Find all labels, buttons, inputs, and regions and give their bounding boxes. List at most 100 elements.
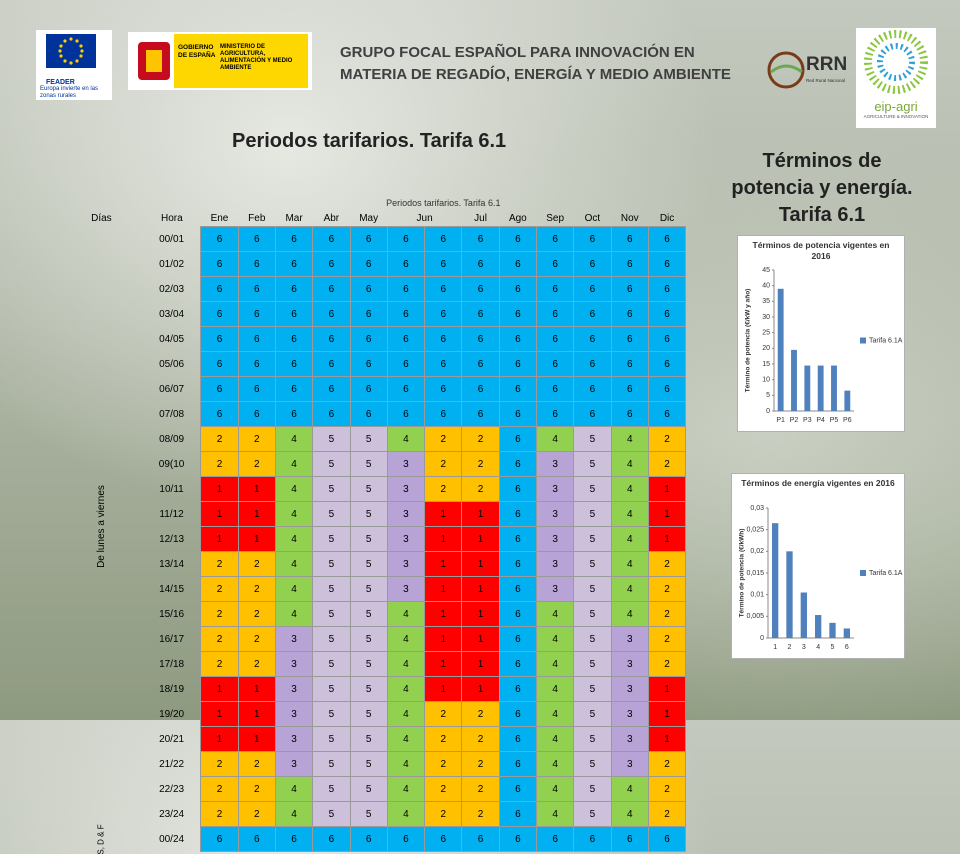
period-cell: 5: [573, 701, 612, 727]
period-cell: 5: [573, 501, 612, 527]
period-cell: 5: [573, 801, 612, 827]
hour-cell: 02/03: [159, 283, 185, 295]
period-cell: 4: [535, 626, 575, 652]
y-tick-label: 20: [762, 345, 770, 352]
period-cell: 4: [535, 651, 575, 677]
period-cell: 5: [312, 726, 351, 752]
period-cell: 4: [386, 676, 426, 702]
period-cell: 6: [498, 701, 538, 727]
period-cell: 6: [424, 251, 463, 277]
period-cell: 2: [424, 801, 463, 827]
period-cell: 6: [610, 351, 649, 377]
period-cell: 5: [349, 551, 388, 577]
period-cell: 2: [200, 426, 239, 452]
period-cell: 6: [349, 401, 388, 427]
hour-cell: 08/09: [159, 433, 185, 445]
table-row: 22/23 2 2 4 5 5 4 2 2 6 4 5 4 2: [60, 776, 687, 802]
period-cell: 4: [610, 451, 649, 477]
x-tick-label: P1: [776, 417, 785, 424]
period-cell: 2: [424, 476, 463, 502]
period-cell: 6: [573, 251, 612, 277]
period-cell: 6: [461, 301, 500, 327]
period-cell: 6: [424, 301, 463, 327]
period-cell: 4: [535, 776, 575, 802]
period-cell: 6: [498, 601, 538, 627]
period-cell: 4: [386, 601, 426, 627]
period-cell: 1: [200, 701, 239, 727]
period-cell: 5: [312, 776, 351, 802]
period-cell: 6: [498, 576, 538, 602]
table-row: 15/16 2 2 4 5 5 4 1 1 6 4 5 4 2: [60, 601, 687, 627]
period-cell: 4: [610, 526, 649, 552]
chart-box: Términos de potencia vigentes en 2016 Tér…: [737, 235, 905, 432]
period-cell: 3: [610, 651, 649, 677]
legend-swatch: [860, 337, 866, 344]
period-cell: 2: [424, 726, 463, 752]
weekend-cell: S, D & F: [60, 824, 143, 854]
y-tick-label: 0: [760, 635, 764, 642]
period-cell: 6: [573, 301, 612, 327]
period-cell: 5: [312, 626, 351, 652]
period-cell: 5: [312, 476, 351, 502]
y-tick-label: 0,03: [750, 505, 764, 512]
period-cell: 2: [424, 701, 463, 727]
period-cell: 2: [647, 576, 687, 602]
period-cell: 5: [349, 626, 388, 652]
period-cell: 6: [461, 251, 500, 277]
period-cell: 6: [498, 501, 538, 527]
y-tick-label: 15: [762, 361, 770, 368]
period-cell: 6: [573, 276, 612, 302]
period-cell: 2: [461, 451, 500, 477]
gobierno-text: GOBIERNO DE ESPAÑA: [178, 44, 216, 59]
period-cell: 3: [535, 451, 575, 477]
weekday-cell: De lunes a viernes: [60, 227, 143, 827]
period-cell: 6: [647, 401, 687, 427]
y-tick-label: 5: [766, 392, 770, 399]
period-cell: 6: [386, 826, 426, 852]
period-cell: 5: [573, 751, 612, 777]
period-cell: 2: [200, 576, 239, 602]
month-label: Oct: [584, 212, 601, 224]
period-cell: 4: [610, 476, 649, 502]
period-cell: 6: [461, 826, 500, 852]
period-cell: 6: [312, 301, 351, 327]
period-cell: 6: [498, 326, 538, 352]
period-cell: 6: [610, 401, 649, 427]
rrn-sub: Red Rural Nacional: [806, 78, 846, 83]
y-axis-label: Término de potencia (€/kW y año): [745, 289, 752, 393]
period-cell: 6: [386, 226, 426, 252]
period-cell: 4: [274, 601, 314, 627]
period-cell: 6: [573, 226, 612, 252]
y-tick-label: 25: [762, 330, 770, 337]
period-cell: 2: [237, 451, 276, 477]
table-row: 04/05 6 6 6 6 6 6 6 6 6 6 6 6 6: [60, 326, 687, 352]
period-cell: 6: [424, 226, 463, 252]
period-cell: 1: [647, 476, 687, 502]
period-cell: 4: [386, 701, 426, 727]
period-cell: 5: [349, 726, 388, 752]
period-cell: 6: [535, 401, 575, 427]
period-cell: 6: [424, 351, 463, 377]
period-cell: 6: [498, 451, 538, 477]
period-cell: 3: [610, 751, 649, 777]
period-cell: 4: [386, 726, 426, 752]
bar: [804, 365, 811, 411]
period-cell: 6: [498, 651, 538, 677]
table-row: 06/07 6 6 6 6 6 6 6 6 6 6 6 6 6: [60, 376, 687, 402]
x-tick-label: 4: [816, 644, 820, 651]
period-cell: 2: [200, 601, 239, 627]
x-tick-label: 6: [845, 644, 849, 651]
legend-label: Tarifa 6.1A: [869, 570, 903, 577]
period-cell: 6: [424, 276, 463, 302]
table-row: 14/15 2 2 4 5 5 3 1 1 6 3 5 4 2: [60, 576, 687, 602]
period-cell: 4: [274, 501, 314, 527]
chart-title: Términos de energía vigentes en 2016: [741, 478, 895, 488]
legend-label: Tarifa 6.1A: [869, 337, 903, 344]
period-cell: 2: [237, 426, 276, 452]
period-cell: 6: [349, 326, 388, 352]
period-cell: 5: [573, 601, 612, 627]
table-row: 08/09 2 2 4 5 5 4 2 2 6 4 5 4 2: [60, 426, 687, 452]
period-cell: 1: [237, 726, 276, 752]
table-row: 16/17 2 2 3 5 5 4 1 1 6 4 5 3 2: [60, 626, 687, 652]
period-cell: 1: [200, 726, 239, 752]
